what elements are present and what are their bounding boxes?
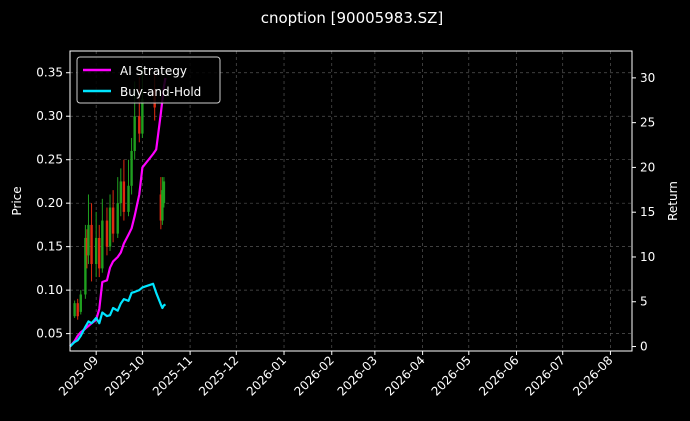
y-axis-left-label: Price (10, 186, 24, 215)
y-left-tick-label: 0.25 (36, 153, 63, 167)
candle-body (159, 194, 163, 221)
candle-body (127, 185, 130, 212)
y-left-tick-label: 0.35 (36, 66, 63, 80)
candle-body (73, 303, 76, 317)
candle-body (94, 237, 98, 265)
candle-body (116, 203, 119, 234)
series-line-buy-and-hold (69, 282, 167, 348)
y-right-tick-label: 30 (640, 71, 655, 85)
candle-body (119, 181, 123, 204)
y-left-tick-label: 0.05 (36, 327, 63, 341)
candle-body (105, 220, 109, 247)
candle-body (85, 237, 89, 256)
plot-frame (69, 50, 633, 352)
legend-box (76, 56, 221, 104)
candle-body (162, 181, 166, 204)
candle-body (161, 190, 164, 221)
candle-body (76, 303, 79, 317)
candle-body (122, 181, 126, 212)
candle-body (133, 116, 136, 151)
y-axis-right-label: Return (666, 181, 680, 221)
candle-body (90, 224, 93, 265)
candle-body (98, 237, 101, 269)
candle-body (138, 116, 141, 134)
y-right-tick-label: 25 (640, 116, 655, 130)
y-right-tick-label: 20 (640, 160, 655, 174)
y-left-tick-label: 0.10 (36, 283, 63, 297)
candle-body (79, 294, 82, 312)
candle-body (87, 224, 90, 256)
legend-label-buy-and-hold: Buy-and-Hold (120, 85, 201, 99)
candle-body (130, 151, 133, 186)
y-right-tick-label: 0 (640, 340, 648, 354)
candle-body (111, 207, 115, 234)
candle-body (84, 237, 87, 295)
candle-body (141, 98, 144, 134)
legend-label-ai-strategy: AI Strategy (120, 64, 187, 78)
y-axis-right: 0 5 10 15 20 25 30 (632, 71, 655, 354)
y-axis-left: 0.05 0.10 0.15 0.20 0.25 0.30 0.35 (36, 66, 70, 341)
series-lines (69, 77, 167, 348)
candle-body (101, 220, 104, 269)
legend: AI Strategy Buy-and-Hold (76, 56, 221, 104)
y-left-tick-label: 0.30 (36, 109, 63, 123)
y-right-tick-label: 5 (640, 295, 648, 309)
chart-title: cnoption [90005983.SZ] (261, 9, 444, 27)
candle-body (108, 207, 112, 247)
y-left-tick-label: 0.15 (36, 240, 63, 254)
y-left-tick-label: 0.20 (36, 196, 63, 210)
y-right-tick-label: 15 (640, 205, 655, 219)
y-right-tick-label: 10 (640, 250, 655, 264)
